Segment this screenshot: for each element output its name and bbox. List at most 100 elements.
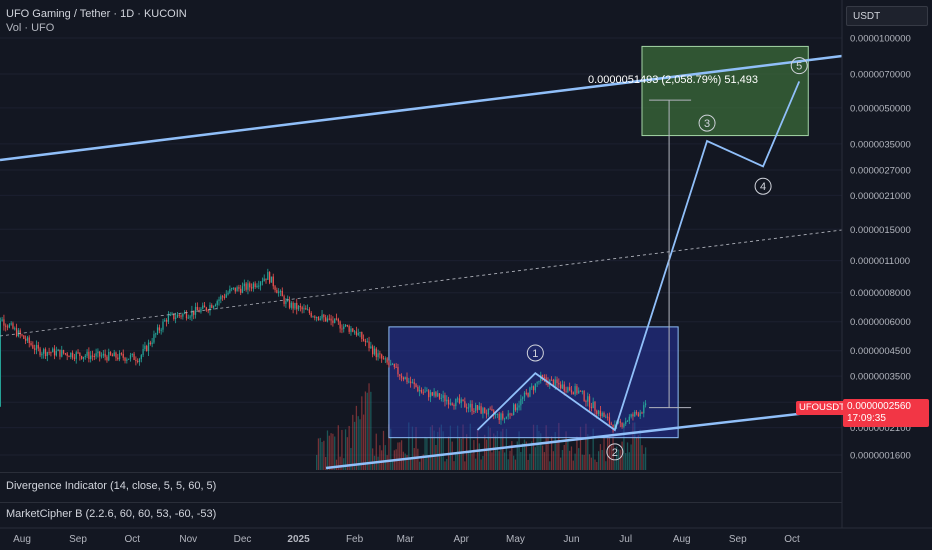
candle-body [41, 353, 43, 356]
volume-bar [467, 451, 470, 470]
candle-body [194, 306, 197, 315]
volume-bar [603, 435, 605, 470]
candle-body [400, 375, 403, 378]
candle-body [299, 306, 301, 308]
candle-body [308, 309, 311, 313]
candle-body [106, 356, 108, 361]
candle-body [644, 403, 647, 406]
volume-bar [319, 437, 321, 470]
candle-body [500, 413, 502, 420]
candle-body [399, 374, 401, 376]
candle-body [522, 397, 524, 399]
candle-body [167, 315, 170, 322]
candle-body [321, 314, 323, 319]
candle-body [585, 401, 587, 403]
range-box[interactable] [388, 326, 679, 439]
candle-body [151, 342, 153, 345]
candle-body [193, 310, 195, 315]
candle-body [543, 376, 546, 378]
volume-bar [569, 450, 571, 470]
volume-bar [438, 427, 441, 470]
volume-bar [541, 445, 544, 470]
price-tick-label: 0.0000008000 [850, 288, 911, 299]
target-box[interactable] [641, 45, 809, 137]
candle-body [608, 417, 611, 424]
candle-body [623, 423, 625, 427]
marketcipher-panel[interactable]: MarketCipher B (2.2.6, 60, 60, 53, -60, … [0, 502, 842, 528]
time-tick-label: Jul [619, 534, 632, 545]
candle-body [460, 399, 462, 403]
candle-body [227, 292, 229, 295]
volume-bar [455, 453, 457, 470]
candle-body [301, 307, 303, 310]
candle-body [520, 398, 522, 406]
candle-body [32, 345, 34, 349]
candle-body [205, 307, 207, 311]
currency-selector[interactable]: USDT [846, 6, 928, 26]
candle-body [259, 282, 262, 286]
volume-bar [417, 448, 419, 470]
volume-bar [583, 454, 585, 470]
volume-bar [550, 436, 553, 470]
candle-body [552, 379, 555, 387]
volume-bar [372, 448, 374, 470]
candle-body [346, 324, 348, 327]
candle-body [569, 387, 571, 391]
price-tick-label: 0.0000015000 [850, 225, 911, 236]
candle-body [218, 299, 220, 302]
volume-bar [507, 459, 509, 470]
candle-body [200, 308, 202, 313]
candle-body [128, 358, 130, 360]
volume-bar [382, 430, 385, 470]
candle-body [509, 413, 511, 415]
volume-bar [561, 449, 564, 470]
candle-body [592, 401, 594, 409]
time-tick-label: Oct [784, 534, 800, 545]
candle-body [95, 353, 97, 357]
volume-bar [446, 459, 448, 470]
candle-body [216, 301, 218, 306]
candle-body [236, 287, 238, 292]
candle-body [572, 392, 574, 395]
candle-body [17, 330, 20, 337]
volume-bar [634, 422, 636, 470]
time-tick-label: Mar [397, 534, 415, 545]
candle-body [245, 283, 247, 290]
wave-label-circle [698, 114, 716, 132]
price-axis: 0.0000100000 0.0000070000 0.0000050000 0.00… [841, 0, 932, 528]
candle-body [142, 348, 144, 356]
candle-body [435, 392, 437, 397]
candle-body [388, 362, 390, 366]
candle-body [433, 392, 435, 396]
candle-body [437, 393, 439, 397]
volume-bar [594, 459, 596, 470]
time-tick-label: Jun [563, 534, 579, 545]
candle-body [182, 313, 184, 317]
candle-body [61, 350, 63, 357]
volume-bar [361, 396, 363, 470]
price-tick-label: 0.0000100000 [850, 34, 911, 45]
wave-label-circle [526, 344, 544, 362]
volume-bar [428, 457, 430, 470]
volume-bar [482, 455, 484, 470]
volume-bar [509, 450, 511, 470]
trendlines[interactable]: 1 2 3 4 5 [0, 54, 843, 470]
candle-body [603, 412, 605, 417]
candle-body [240, 288, 242, 293]
candle-body [496, 413, 499, 415]
volume-bar [341, 429, 343, 470]
candle-body [579, 390, 582, 392]
volume-bar [321, 441, 323, 470]
volume-bar [552, 451, 555, 470]
volume-bar [496, 430, 499, 470]
candle-body [231, 288, 233, 290]
divergence-panel[interactable]: Divergence Indicator (14, close, 5, 5, 6… [0, 472, 842, 502]
candle-body [43, 349, 45, 354]
candle-body [393, 363, 395, 367]
candle-body [131, 353, 133, 356]
candle-body [411, 382, 414, 384]
candle-body [144, 345, 146, 349]
candle-body [587, 396, 589, 402]
candle-body [576, 386, 578, 394]
